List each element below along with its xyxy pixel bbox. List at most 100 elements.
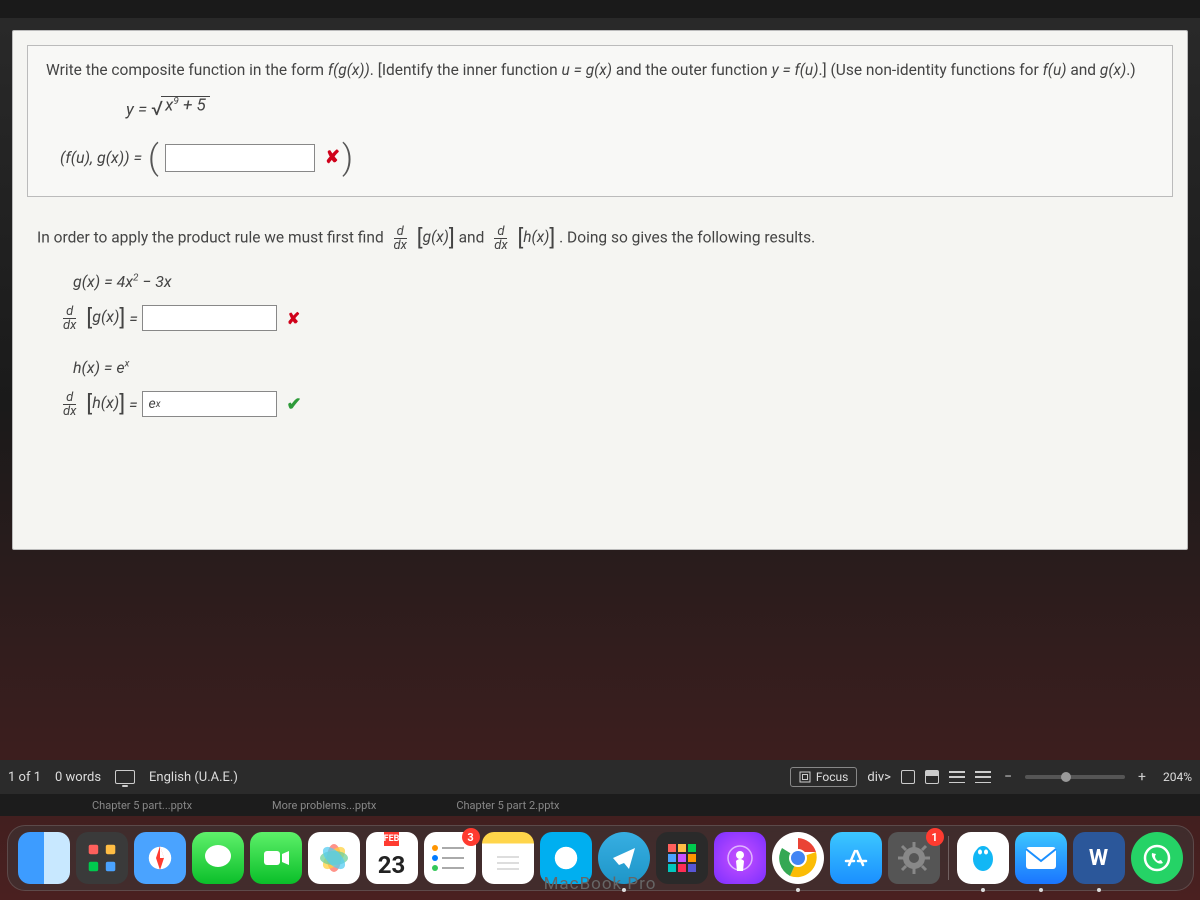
- radicand-tail: + 5: [179, 95, 206, 115]
- equals: =: [129, 395, 138, 414]
- prompt-fu: f(u): [1043, 61, 1067, 79]
- zoom-slider[interactable]: [1025, 775, 1125, 779]
- system-preferences-icon[interactable]: 1: [888, 832, 940, 884]
- prompt-text: Write the composite function in the form: [46, 61, 328, 79]
- mail-icon[interactable]: [1015, 832, 1067, 884]
- running-indicator: [1039, 888, 1043, 892]
- page-indicator[interactable]: 1 of 1: [8, 770, 41, 785]
- calendar-month: FEB: [384, 832, 400, 846]
- prompt-text: . [Identify the inner function: [370, 61, 562, 79]
- radicand: x9 + 5: [161, 96, 210, 115]
- h-ans-exp: x: [156, 399, 161, 410]
- problem-1-equation: y = √ x9 + 5: [126, 96, 1154, 120]
- zoom-in-button[interactable]: +: [1135, 769, 1149, 785]
- running-indicator: [1097, 888, 1101, 892]
- reminders-badge: 3: [462, 828, 480, 846]
- calendar-day: 23: [378, 846, 406, 884]
- dock-separator: [948, 836, 949, 880]
- prompt-gx: g(x): [1100, 61, 1126, 79]
- open-file[interactable]: More problems...pptx: [272, 799, 376, 812]
- calendar-icon[interactable]: FEB 23: [366, 832, 418, 884]
- zoom-thumb[interactable]: [1061, 772, 1071, 782]
- language-indicator[interactable]: English (U.A.E.): [149, 770, 238, 785]
- word-status-bar: 1 of 1 0 words English (U.A.E.) Focus di…: [0, 760, 1200, 794]
- qq-icon[interactable]: [957, 832, 1009, 884]
- problem-2-intro: In order to apply the product rule we mu…: [37, 225, 1163, 252]
- frac-num: d: [63, 391, 76, 405]
- zoom-percent[interactable]: 204%: [1163, 770, 1192, 784]
- answer-prefix: (f(u), g(x)) =: [60, 148, 142, 167]
- word-icon[interactable]: W: [1073, 832, 1125, 884]
- problem-1-prompt: Write the composite function in the form…: [46, 60, 1154, 82]
- photos-icon[interactable]: [308, 832, 360, 884]
- chrome-icon[interactable]: [772, 832, 824, 884]
- open-paren-icon: (: [148, 138, 159, 178]
- view-web-icon[interactable]: [949, 771, 965, 783]
- ddx-fraction: d dx: [60, 391, 79, 418]
- g-definition: g(x) = 4x2 − 3x: [73, 272, 1163, 291]
- facetime-icon[interactable]: [250, 832, 302, 884]
- ddx-fraction: d dx: [491, 225, 510, 252]
- h-label: h(x): [523, 228, 549, 246]
- problem-1-answer-row: (f(u), g(x)) = ( ✘ ): [60, 138, 1154, 178]
- open-file[interactable]: Chapter 5 part 2.pptx: [456, 799, 559, 812]
- view-outline-icon[interactable]: [975, 771, 991, 783]
- word-count[interactable]: 0 words: [55, 770, 101, 785]
- zoom-out-button[interactable]: −: [1001, 769, 1015, 785]
- h-def-lhs: h(x) =: [73, 358, 112, 377]
- correct-mark-icon: ✔: [287, 394, 302, 415]
- wrong-mark-icon: ✘: [325, 147, 340, 168]
- view-read-icon[interactable]: [901, 770, 915, 784]
- messages-icon[interactable]: [192, 832, 244, 884]
- prompt-y: y = f(u): [772, 61, 819, 79]
- prompt-text: .): [1126, 61, 1135, 79]
- eq-lhs: y =: [126, 100, 151, 120]
- frac-den: dx: [60, 319, 79, 332]
- podcasts-icon[interactable]: [714, 832, 766, 884]
- intro-pre: In order to apply the product rule we mu…: [37, 228, 388, 246]
- intro-mid: and: [459, 228, 489, 246]
- finder-icon[interactable]: [18, 832, 70, 884]
- prompt-text: and: [1066, 61, 1099, 79]
- focus-label: Focus: [816, 770, 848, 784]
- whatsapp-icon[interactable]: [1131, 832, 1183, 884]
- g-derivative-input[interactable]: [142, 305, 277, 331]
- open-file[interactable]: Chapter 5 part...pptx: [92, 799, 192, 812]
- h-derivative-input[interactable]: ex: [142, 391, 277, 417]
- prefs-badge: 1: [926, 828, 944, 846]
- focus-mode-button[interactable]: Focus: [790, 767, 857, 787]
- safari-icon[interactable]: [134, 832, 186, 884]
- h-bracket: [h(x)]: [86, 392, 125, 417]
- h-exp: x: [125, 358, 130, 369]
- g-bracket: [g(x)]: [86, 306, 125, 331]
- ddx-fraction: d dx: [60, 305, 79, 332]
- problem-1-box: Write the composite function in the form…: [27, 45, 1173, 197]
- focus-icon: [799, 771, 811, 783]
- device-label: MacBook Pro: [544, 874, 657, 894]
- prompt-text: .] (Use non-identity functions for: [818, 61, 1042, 79]
- equals: =: [129, 309, 138, 328]
- sqrt-expression: √ x9 + 5: [151, 96, 210, 120]
- g-label: g(x): [92, 307, 119, 326]
- grid-app-icon[interactable]: [656, 832, 708, 884]
- h-bracket: [h(x)]: [517, 228, 555, 246]
- keyboard-icon[interactable]: [115, 770, 135, 784]
- problem-2-section: In order to apply the product rule we mu…: [37, 225, 1163, 418]
- g-def-lhs: g(x) =: [73, 272, 113, 291]
- frac-num: d: [394, 225, 407, 239]
- running-indicator: [981, 888, 985, 892]
- prompt-u: u = g(x): [562, 61, 612, 79]
- composite-answer-input[interactable]: [165, 144, 315, 172]
- appstore-icon[interactable]: [830, 832, 882, 884]
- running-indicator: [796, 888, 800, 892]
- view-print-icon[interactable]: [925, 770, 939, 784]
- desktop-area: FEB 23 3: [0, 816, 1200, 900]
- notes-icon[interactable]: [482, 832, 534, 884]
- reminders-icon[interactable]: 3: [424, 832, 476, 884]
- content-panel: Write the composite function in the form…: [12, 30, 1188, 550]
- intro-post: . Doing so gives the following results.: [559, 228, 815, 246]
- launchpad-icon[interactable]: [76, 832, 128, 884]
- frac-den: dx: [491, 239, 510, 252]
- g-derivative-row: d dx [g(x)] = ✘: [57, 305, 1163, 332]
- h-label: h(x): [92, 393, 119, 412]
